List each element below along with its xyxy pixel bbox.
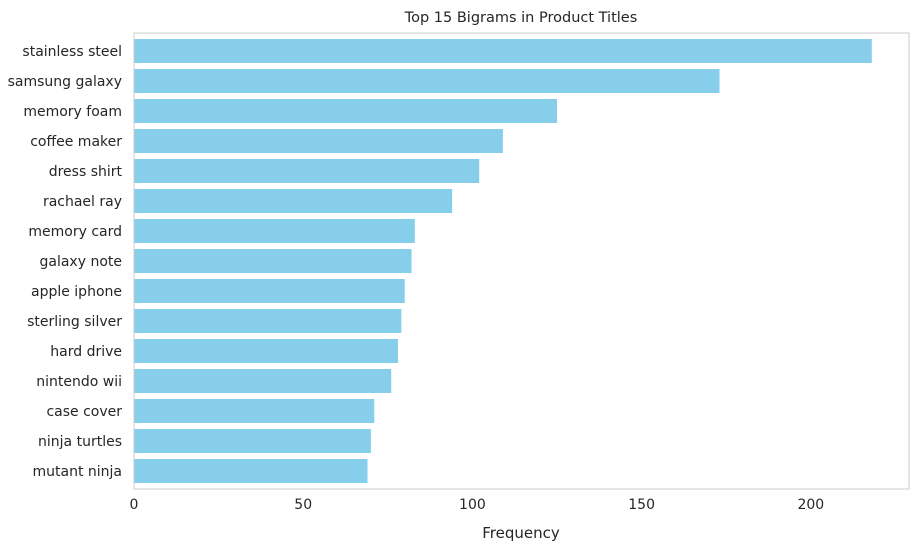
x-tick-label: 50	[294, 497, 312, 513]
bar-coffee-maker	[134, 129, 503, 153]
bar-stainless-steel	[134, 39, 872, 63]
x-axis-label: Frequency	[482, 524, 560, 542]
category-label: memory card	[28, 224, 122, 240]
x-tick-label: 200	[797, 497, 824, 513]
x-tick-label: 100	[459, 497, 486, 513]
category-label: memory foam	[23, 104, 122, 120]
chart-title: Top 15 Bigrams in Product Titles	[404, 10, 638, 26]
category-label: dress shirt	[49, 164, 123, 180]
category-label: rachael ray	[43, 194, 122, 210]
category-label: stainless steel	[22, 44, 122, 60]
category-label: sterling silver	[27, 314, 122, 330]
bar-sterling-silver	[134, 309, 402, 333]
bar-nintendo-wii	[134, 369, 392, 393]
bar-apple-iphone	[134, 279, 405, 303]
bar-hard-drive	[134, 339, 398, 363]
bar-samsung-galaxy	[134, 69, 720, 93]
category-label: galaxy note	[40, 254, 123, 270]
bar-memory-foam	[134, 99, 558, 123]
plot-frame	[133, 32, 910, 490]
category-label: apple iphone	[31, 284, 122, 300]
category-label: hard drive	[50, 344, 122, 360]
bar-galaxy-note	[134, 249, 412, 273]
x-ticks-group: 0 50 100 150 200	[130, 497, 825, 513]
bar-ninja-turtles	[134, 429, 371, 453]
category-label: ninja turtles	[38, 434, 122, 450]
bar-memory-card	[134, 219, 415, 243]
bar-case-cover	[134, 399, 375, 423]
category-label: samsung galaxy	[8, 74, 122, 90]
category-labels-group: stainless steel samsung galaxy memory foam…	[8, 44, 123, 480]
bars-group	[134, 39, 872, 483]
bar-dress-shirt	[134, 159, 480, 183]
category-label: case cover	[46, 404, 122, 420]
category-label: nintendo wii	[36, 374, 122, 390]
category-label: coffee maker	[30, 134, 122, 150]
x-tick-label: 0	[130, 497, 139, 513]
x-tick-label: 150	[628, 497, 655, 513]
bar-rachael-ray	[134, 189, 453, 213]
bar-mutant-ninja	[134, 459, 368, 483]
category-label: mutant ninja	[33, 464, 123, 480]
